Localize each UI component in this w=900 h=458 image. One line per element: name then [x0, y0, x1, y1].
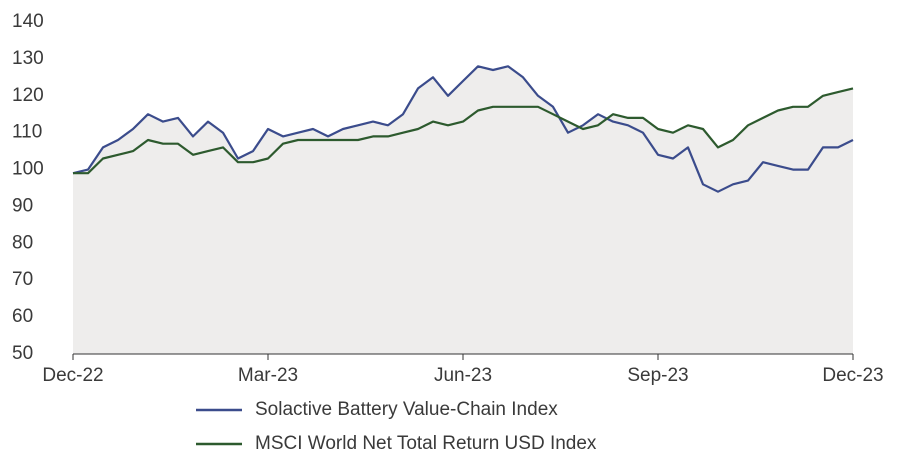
- series-line: [73, 87, 854, 175]
- y-tick-label: 60: [12, 306, 33, 327]
- series-line: [72, 65, 854, 193]
- y-tick-label: 80: [12, 232, 33, 253]
- x-tick-label: Sep-23: [627, 365, 688, 386]
- y-tick-label: 70: [12, 269, 33, 290]
- y-tick-label: 140: [12, 11, 44, 32]
- y-tick-label: 90: [12, 195, 33, 216]
- y-tick-label: 120: [12, 85, 44, 106]
- x-tick-label: Mar-23: [238, 365, 298, 386]
- legend-label: Solactive Battery Value-Chain Index: [255, 399, 558, 420]
- y-tick-label: 110: [12, 122, 42, 143]
- y-tick-label: 50: [12, 343, 33, 364]
- y-tick-label: 100: [12, 159, 44, 180]
- area-fill: [73, 88, 853, 355]
- y-tick-label: 130: [12, 48, 44, 69]
- x-tick-label: Jun-23: [434, 365, 492, 386]
- legend-label: MSCI World Net Total Return USD Index: [255, 433, 597, 454]
- x-tick-label: Dec-23: [822, 365, 883, 386]
- x-tick-label: Dec-22: [42, 365, 103, 386]
